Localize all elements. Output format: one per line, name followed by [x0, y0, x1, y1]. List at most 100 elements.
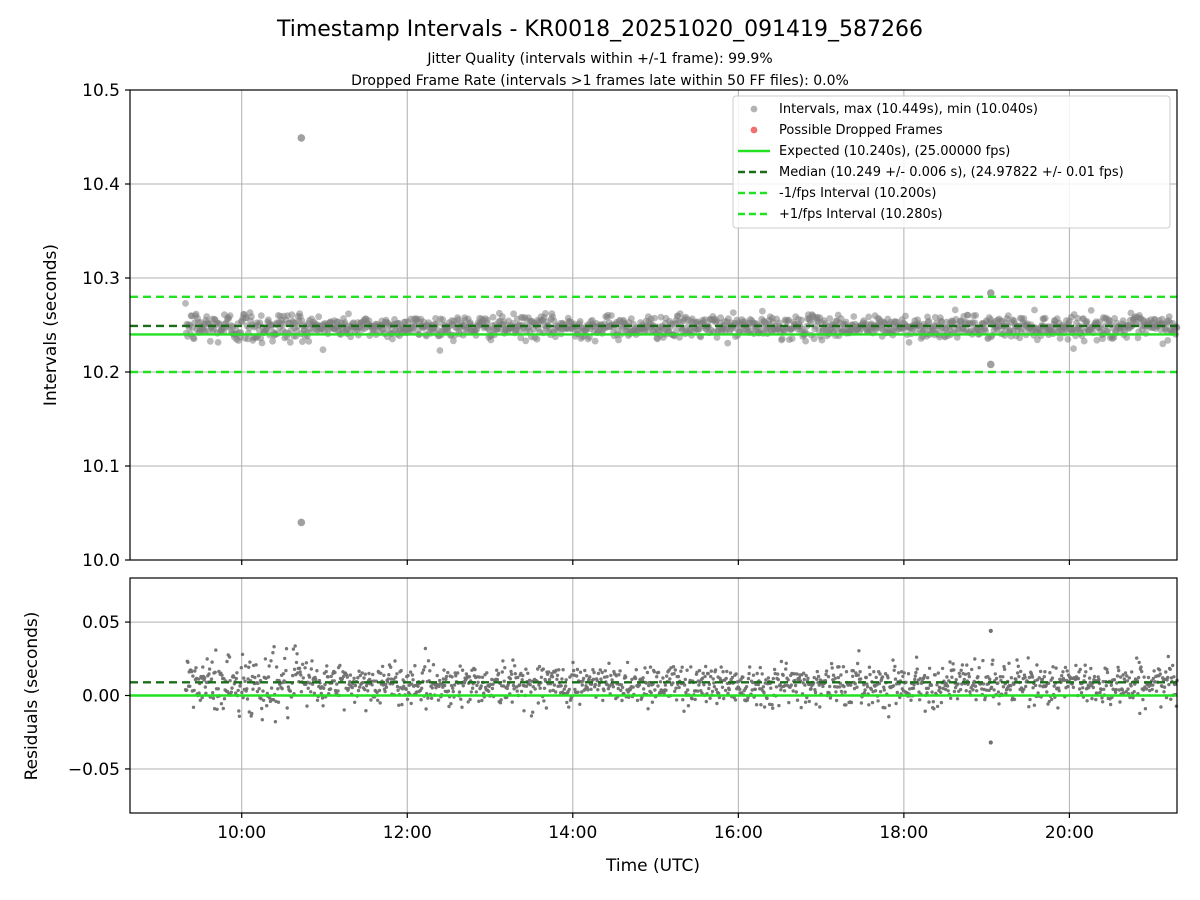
- bot-data-point: [469, 690, 473, 694]
- bot-data-point: [761, 685, 766, 689]
- bot-data-point: [426, 659, 431, 663]
- top-data-point: [1080, 337, 1088, 345]
- bot-data-point: [607, 661, 611, 665]
- bot-data-point: [696, 689, 700, 693]
- bot-data-point: [450, 675, 454, 679]
- bot-data-point: [203, 676, 207, 680]
- bot-data-point: [291, 647, 296, 651]
- bot-data-point: [841, 665, 846, 669]
- top-data-point: [902, 312, 909, 320]
- bot-data-point: [529, 714, 534, 718]
- top-data-point: [1041, 314, 1049, 322]
- bot-data-point: [836, 675, 841, 680]
- bot-data-point: [867, 665, 872, 669]
- bot-data-point: [234, 691, 238, 695]
- bot-data-point: [214, 648, 218, 652]
- bot-data-point: [1056, 706, 1060, 710]
- bot-data-point: [862, 691, 867, 695]
- bot-data-point: [1132, 690, 1136, 694]
- bot-data-point: [197, 691, 201, 695]
- top-data-point: [484, 316, 491, 324]
- bot-data-point: [988, 677, 992, 681]
- top-data-point: [288, 311, 296, 319]
- bot-data-point: [1030, 675, 1035, 679]
- bot-data-point: [491, 682, 495, 686]
- legend-entry-minus-fps: -1/fps Interval (10.200s): [779, 186, 936, 201]
- bot-data-point: [931, 700, 935, 704]
- bot-data-point: [324, 669, 328, 674]
- bot-data-point: [1016, 664, 1020, 668]
- bot-data-point: [686, 704, 691, 708]
- bot-data-point: [1120, 688, 1125, 692]
- bot-data-point: [1096, 675, 1100, 679]
- bot-data-point: [1095, 691, 1099, 695]
- bot-data-point: [1028, 697, 1032, 702]
- residuals-reference-lines: [130, 681, 1177, 697]
- bot-data-point: [1061, 670, 1065, 674]
- bot-data-point: [438, 678, 442, 683]
- bot-data-point: [1035, 663, 1039, 667]
- bot-data-point: [567, 687, 571, 692]
- bot-data-point: [468, 697, 472, 702]
- bot-data-point: [777, 703, 781, 708]
- bot-data-point: [536, 701, 540, 705]
- legend-entry-plus-fps: +1/fps Interval (10.280s): [779, 207, 943, 222]
- bot-data-point: [219, 702, 224, 706]
- bot-data-point: [803, 700, 808, 704]
- bot-data-point: [550, 671, 554, 676]
- bot-data-point: [1154, 689, 1159, 693]
- bot-data-point: [248, 660, 252, 664]
- bot-data-point: [299, 690, 304, 694]
- top-data-point: [1159, 340, 1167, 348]
- bot-data-point: [459, 697, 463, 701]
- bot-data-point: [443, 683, 447, 688]
- bot-data-point: [912, 683, 916, 687]
- bot-data-point: [1031, 686, 1035, 690]
- bot-data-point: [954, 678, 958, 682]
- bot-data-point: [655, 675, 659, 679]
- top-data-point: [345, 310, 352, 318]
- bot-data-point: [259, 697, 263, 701]
- bot-outlier-point: [988, 628, 993, 633]
- bot-data-point: [707, 686, 711, 691]
- bot-data-point: [746, 676, 751, 681]
- bot-data-point: [869, 687, 873, 691]
- bot-data-point: [1077, 687, 1082, 691]
- bot-data-point: [480, 675, 485, 679]
- bot-data-point: [876, 699, 880, 703]
- bot-data-point: [849, 683, 853, 687]
- bot-data-point: [285, 706, 289, 710]
- bot-data-point: [863, 688, 867, 692]
- bot-data-point: [939, 690, 943, 694]
- bot-data-point: [933, 673, 937, 677]
- bot-data-point: [1143, 707, 1148, 711]
- bot-data-point: [562, 687, 566, 691]
- bot-data-point: [989, 685, 994, 689]
- bot-data-point: [913, 674, 917, 678]
- bot-data-point: [964, 689, 968, 693]
- bot-data-point: [596, 671, 601, 676]
- bot-data-point: [787, 700, 791, 705]
- bot-data-point: [873, 689, 878, 693]
- bot-data-point: [1142, 675, 1146, 679]
- bot-data-point: [516, 675, 520, 680]
- bot-data-point: [747, 671, 751, 676]
- bot-data-point: [542, 686, 547, 690]
- bot-data-point: [364, 709, 368, 713]
- bot-data-point: [1043, 670, 1047, 674]
- bot-data-point: [539, 675, 544, 679]
- bot-data-point: [342, 708, 346, 712]
- intervals-x-ticks: [241, 560, 1071, 565]
- bot-data-point: [531, 685, 535, 689]
- bot-data-point: [649, 691, 653, 695]
- bot-data-point: [940, 666, 945, 671]
- bot-data-point: [918, 698, 922, 702]
- bot-data-point: [487, 689, 491, 693]
- bot-data-point: [976, 675, 980, 679]
- top-y-tick-label: 10.2: [82, 363, 120, 383]
- bot-data-point: [356, 676, 360, 680]
- bot-data-point: [221, 706, 225, 711]
- top-data-point: [1074, 315, 1082, 322]
- top-data-point: [214, 339, 222, 346]
- bot-data-point: [1136, 675, 1141, 680]
